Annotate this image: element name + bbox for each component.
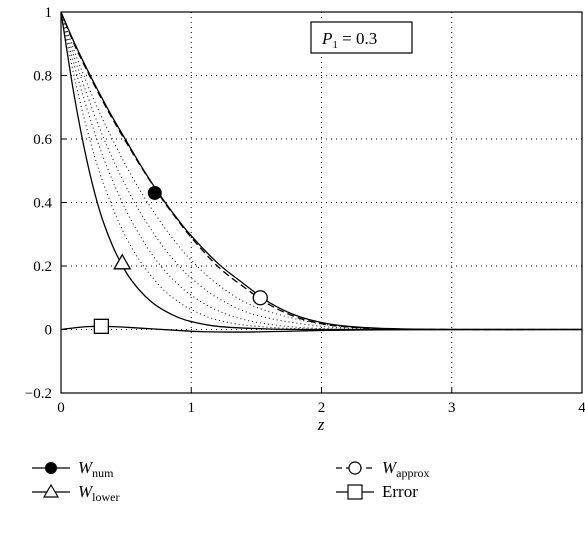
series-markers bbox=[93, 185, 268, 334]
legend-label-w-lower: W bbox=[78, 482, 94, 501]
open-circle-icon bbox=[348, 461, 362, 475]
legend-item-w-lower: Wlower bbox=[32, 482, 120, 504]
series-line-error bbox=[60, 325, 583, 333]
open-triangle-icon bbox=[42, 483, 60, 498]
y-tick-label: 1 bbox=[45, 5, 53, 21]
marker-w-approx bbox=[252, 290, 268, 306]
svg-text:Wapprox: Wapprox bbox=[382, 458, 430, 480]
legend-sub-w-approx: approx bbox=[396, 466, 429, 480]
grid-lines bbox=[61, 12, 582, 393]
intermediate-curve bbox=[60, 11, 452, 330]
x-tick-label: 1 bbox=[188, 400, 196, 416]
axis-ticks: 0 1 2 3 4 −0.2 0 0.2 0.4 0.6 0.8 1 bbox=[25, 5, 585, 416]
legend-item-error: Error bbox=[336, 482, 418, 501]
annotation-label: P bbox=[321, 29, 332, 48]
legend-label-w-approx: W bbox=[382, 458, 398, 477]
x-tick-label: 0 bbox=[57, 400, 65, 416]
series-line-w-num bbox=[60, 11, 583, 331]
legend-sub-w-num: num bbox=[92, 466, 114, 480]
annotation-value: = 0.3 bbox=[338, 29, 377, 48]
annotation-subscript: 1 bbox=[332, 39, 338, 51]
y-tick-label: 0.6 bbox=[33, 132, 52, 148]
marker-w-num bbox=[147, 185, 162, 200]
y-tick-label: 0.2 bbox=[33, 259, 52, 275]
marker-w-lower bbox=[113, 253, 132, 270]
svg-text:Wnum: Wnum bbox=[78, 458, 114, 480]
marker-error bbox=[93, 318, 110, 334]
series-line-w-lower bbox=[60, 11, 583, 331]
legend-label-w-num: W bbox=[78, 458, 94, 477]
legend-item-w-num: Wnum bbox=[32, 458, 114, 480]
filled-circle-icon bbox=[45, 462, 57, 474]
series-line-w-approx bbox=[60, 11, 583, 331]
y-tick-label: 0.4 bbox=[33, 196, 52, 212]
y-tick-label: 0 bbox=[45, 323, 53, 339]
curves bbox=[60, 11, 583, 333]
legend-label-error: Error bbox=[382, 482, 418, 501]
legend-sub-w-lower: lower bbox=[92, 490, 119, 504]
annotation-box: P1 = 0.3 bbox=[310, 21, 413, 54]
svg-text:Wlower: Wlower bbox=[78, 482, 120, 504]
x-axis-label: z bbox=[317, 415, 325, 434]
y-tick-label: 0.8 bbox=[33, 69, 52, 85]
legend: Wnum Wlower Wapprox Error bbox=[32, 458, 430, 504]
intermediate-curve bbox=[60, 11, 452, 331]
x-tick-label: 3 bbox=[448, 400, 456, 416]
x-tick-label: 2 bbox=[318, 400, 326, 416]
intermediate-curve bbox=[60, 11, 452, 330]
intermediate-curve bbox=[60, 11, 452, 330]
y-tick-label: −0.2 bbox=[25, 386, 52, 402]
legend-item-w-approx: Wapprox bbox=[336, 458, 430, 480]
open-square-icon bbox=[347, 484, 363, 500]
svg-text:P1 = 0.3: P1 = 0.3 bbox=[321, 29, 377, 51]
x-tick-label: 4 bbox=[578, 400, 585, 416]
